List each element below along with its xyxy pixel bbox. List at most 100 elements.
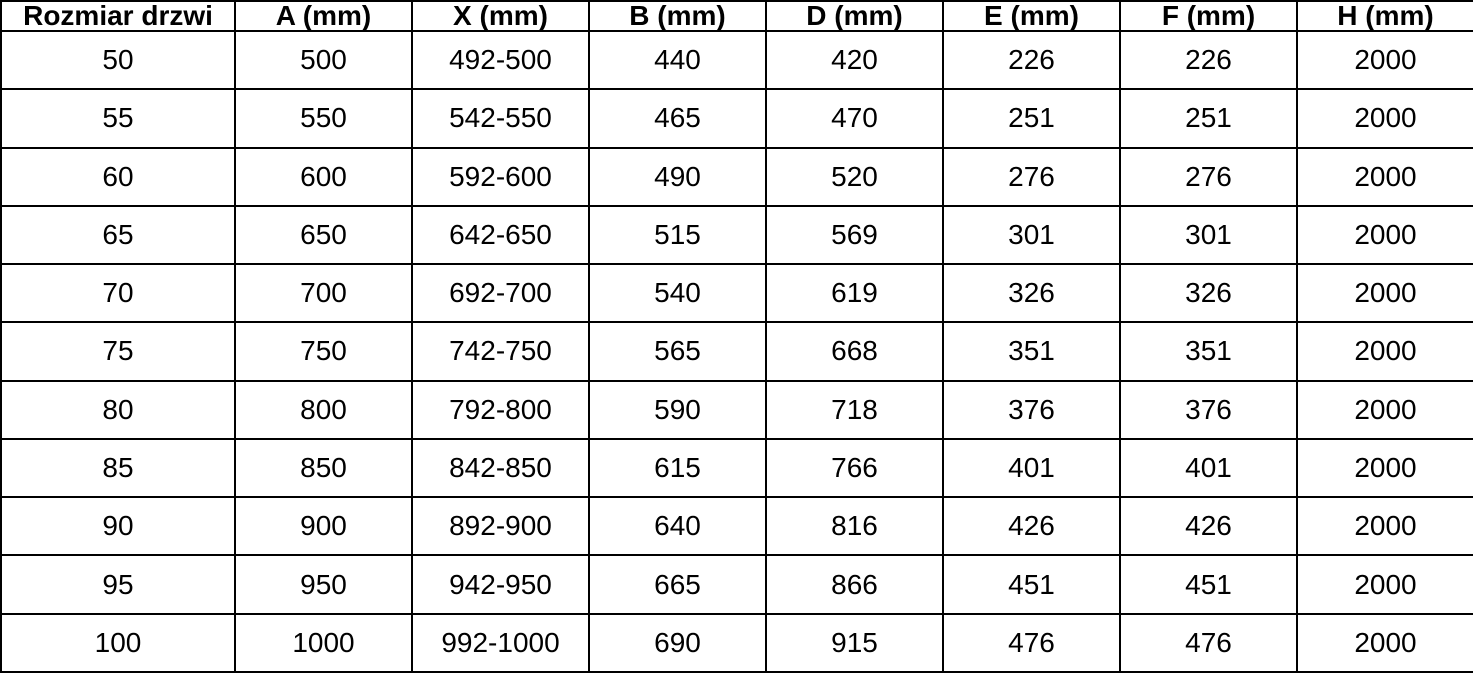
dimension-cell: 492-500 xyxy=(411,29,590,91)
door-size-cell: 65 xyxy=(0,204,236,266)
dimension-cell: 565 xyxy=(588,321,767,382)
dimension-cell: 2000 xyxy=(1296,263,1473,324)
dimension-cell: 665 xyxy=(588,554,767,615)
dimension-cell: 451 xyxy=(942,554,1121,615)
table-header: Rozmiar drzwi A (mm) X (mm) B (mm) D (mm) E (… xyxy=(0,0,1473,32)
dimension-cell: 251 xyxy=(1119,88,1298,149)
dimension-cell: 590 xyxy=(588,379,767,440)
door-size-cell: 90 xyxy=(0,496,236,557)
dimension-cell: 750 xyxy=(234,321,413,382)
column-header: A (mm) xyxy=(234,0,413,32)
dimension-cell: 2000 xyxy=(1296,204,1473,266)
dimension-cell: 542-550 xyxy=(411,88,590,149)
dimension-cell: 476 xyxy=(1119,612,1298,673)
door-size-cell: 75 xyxy=(0,321,236,382)
dimension-cell: 326 xyxy=(1119,263,1298,324)
dimension-cell: 326 xyxy=(942,263,1121,324)
dimension-cell: 900 xyxy=(234,496,413,557)
table-row: 100 1000 992-1000 690 915 476 476 2000 xyxy=(0,612,1473,673)
dimension-cell: 950 xyxy=(234,554,413,615)
column-header: X (mm) xyxy=(411,0,590,32)
column-header: D (mm) xyxy=(765,0,944,32)
column-header: Rozmiar drzwi xyxy=(0,0,236,32)
door-size-cell: 50 xyxy=(0,29,236,91)
dimension-cell: 692-700 xyxy=(411,263,590,324)
dimension-cell: 520 xyxy=(765,146,944,207)
table-row: 80 800 792-800 590 718 376 376 2000 xyxy=(0,379,1473,440)
dimension-cell: 792-800 xyxy=(411,379,590,440)
dimension-cell: 2000 xyxy=(1296,29,1473,91)
dimension-cell: 476 xyxy=(942,612,1121,673)
dimension-cell: 619 xyxy=(765,263,944,324)
dimension-cell: 226 xyxy=(1119,29,1298,91)
dimension-cell: 376 xyxy=(1119,379,1298,440)
dimension-cell: 718 xyxy=(765,379,944,440)
column-header: H (mm) xyxy=(1296,0,1473,32)
dimension-cell: 301 xyxy=(1119,204,1298,266)
door-size-cell: 95 xyxy=(0,554,236,615)
dimension-cell: 276 xyxy=(942,146,1121,207)
table-header-row: Rozmiar drzwi A (mm) X (mm) B (mm) D (mm) E (… xyxy=(0,0,1473,32)
dimension-cell: 650 xyxy=(234,204,413,266)
dimension-cell: 915 xyxy=(765,612,944,673)
dimension-cell: 800 xyxy=(234,379,413,440)
dimension-cell: 600 xyxy=(234,146,413,207)
table-row: 95 950 942-950 665 866 451 451 2000 xyxy=(0,554,1473,615)
door-size-cell: 70 xyxy=(0,263,236,324)
table-row: 70 700 692-700 540 619 326 326 2000 xyxy=(0,263,1473,324)
dimension-cell: 850 xyxy=(234,437,413,499)
column-header: B (mm) xyxy=(588,0,767,32)
dimension-cell: 2000 xyxy=(1296,321,1473,382)
dimension-cell: 816 xyxy=(765,496,944,557)
dimension-cell: 2000 xyxy=(1296,554,1473,615)
dimension-cell: 2000 xyxy=(1296,379,1473,440)
dimension-cell: 426 xyxy=(942,496,1121,557)
dimension-cell: 1000 xyxy=(234,612,413,673)
dimension-cell: 401 xyxy=(1119,437,1298,499)
dimension-cell: 550 xyxy=(234,88,413,149)
dimension-cell: 2000 xyxy=(1296,146,1473,207)
dimension-cell: 351 xyxy=(1119,321,1298,382)
dimension-cell: 490 xyxy=(588,146,767,207)
table-body: 50 500 492-500 440 420 226 226 2000 55 550 542-550… xyxy=(0,29,1473,673)
door-size-cell: 100 xyxy=(0,612,236,673)
table-row: 55 550 542-550 465 470 251 251 2000 xyxy=(0,88,1473,149)
dimension-cell: 2000 xyxy=(1296,88,1473,149)
column-header: F (mm) xyxy=(1119,0,1298,32)
door-size-cell: 80 xyxy=(0,379,236,440)
dimension-cell: 540 xyxy=(588,263,767,324)
dimension-cell: 842-850 xyxy=(411,437,590,499)
dimension-cell: 440 xyxy=(588,29,767,91)
dimension-cell: 301 xyxy=(942,204,1121,266)
dimension-cell: 942-950 xyxy=(411,554,590,615)
table-row: 90 900 892-900 640 816 426 426 2000 xyxy=(0,496,1473,557)
dimension-cell: 276 xyxy=(1119,146,1298,207)
table-row: 65 650 642-650 515 569 301 301 2000 xyxy=(0,204,1473,266)
dimension-cell: 700 xyxy=(234,263,413,324)
dimension-cell: 351 xyxy=(942,321,1121,382)
dimension-cell: 569 xyxy=(765,204,944,266)
dimension-cell: 470 xyxy=(765,88,944,149)
dimension-cell: 226 xyxy=(942,29,1121,91)
dimension-cell: 592-600 xyxy=(411,146,590,207)
dimension-cell: 426 xyxy=(1119,496,1298,557)
column-header: E (mm) xyxy=(942,0,1121,32)
dimension-cell: 992-1000 xyxy=(411,612,590,673)
dimension-cell: 742-750 xyxy=(411,321,590,382)
dimension-cell: 866 xyxy=(765,554,944,615)
dimension-cell: 2000 xyxy=(1296,496,1473,557)
door-size-cell: 55 xyxy=(0,88,236,149)
table-row: 50 500 492-500 440 420 226 226 2000 xyxy=(0,29,1473,91)
dimension-cell: 465 xyxy=(588,88,767,149)
dimension-cell: 615 xyxy=(588,437,767,499)
table-row: 75 750 742-750 565 668 351 351 2000 xyxy=(0,321,1473,382)
dimension-cell: 640 xyxy=(588,496,767,557)
table-row: 85 850 842-850 615 766 401 401 2000 xyxy=(0,437,1473,499)
dimension-cell: 420 xyxy=(765,29,944,91)
dimension-cell: 451 xyxy=(1119,554,1298,615)
door-size-cell: 85 xyxy=(0,437,236,499)
dimension-cell: 668 xyxy=(765,321,944,382)
table-row: 60 600 592-600 490 520 276 276 2000 xyxy=(0,146,1473,207)
dimension-cell: 892-900 xyxy=(411,496,590,557)
